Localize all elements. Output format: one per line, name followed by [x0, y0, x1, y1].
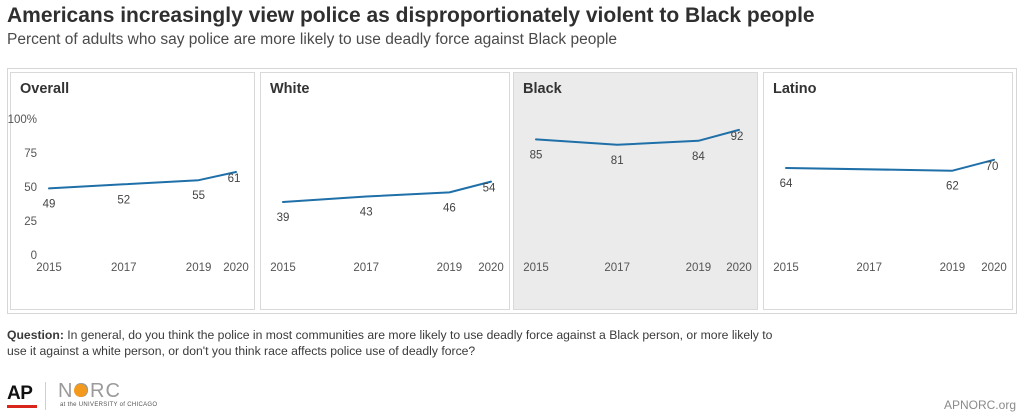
series-line: [535, 128, 740, 146]
data-label: 49: [43, 198, 56, 210]
panel-chart-svg: 0 25 50 75 100% 2015 2017 2019 2020 49 52 55 61: [8, 114, 249, 274]
data-label: 64: [780, 178, 793, 190]
panel-overall: Overall 0 25 50 75 100% 2015 2017 2019 2020 49 52 5…: [8, 72, 255, 310]
y-tick-label: 0: [31, 250, 37, 262]
panel-latino: Latino 2015 2017 2019 2020 64 62 70: [763, 72, 1013, 310]
norc-logo-subtitle: at the UNIVERSITY of CHICAGO: [60, 402, 158, 408]
panel-title: Latino: [773, 81, 817, 97]
data-label: 55: [192, 190, 205, 202]
panel-title: Overall: [20, 81, 70, 97]
chart-frame: [7, 68, 1017, 314]
data-label: 70: [986, 161, 999, 173]
data-label: 52: [117, 194, 130, 206]
panel-black: Black 2015 2017 2019 2020 85 81 84 92: [513, 72, 758, 310]
x-tick-label: 2019: [940, 262, 966, 274]
x-tick-label: 2019: [186, 262, 212, 274]
panel-title: Black: [523, 81, 562, 97]
norc-logo-dot-icon: [74, 384, 87, 397]
panel-chart-svg: 2015 2017 2019 2020 64 62 70: [773, 158, 1007, 274]
norc-logo: NORC: [58, 380, 121, 402]
data-label: 46: [443, 202, 456, 214]
logo-divider: [45, 382, 46, 410]
x-tick-label: 2020: [223, 262, 249, 274]
x-tick-label: 2019: [437, 262, 463, 274]
x-tick-label: 2017: [856, 262, 882, 274]
x-tick-label: 2015: [270, 262, 296, 274]
series-line: [785, 158, 995, 172]
data-label: 43: [360, 207, 373, 219]
panel-title: White: [270, 81, 310, 97]
x-tick-label: 2015: [36, 262, 62, 274]
data-label: 62: [946, 181, 959, 193]
panel-white: White 2015 2017 2019 2020 39 43 46 54: [260, 72, 510, 310]
series-line: [48, 171, 237, 190]
site-url: APNORC.org: [943, 398, 1016, 412]
question-label: Question:: [7, 328, 64, 342]
data-label: 84: [692, 151, 705, 163]
x-tick-label: 2017: [111, 262, 137, 274]
data-label: 61: [228, 173, 241, 185]
x-tick-label: 2015: [523, 262, 549, 274]
x-tick-label: 2020: [981, 262, 1007, 274]
y-tick-label: 100%: [8, 114, 37, 126]
data-label: 85: [530, 149, 543, 161]
x-tick-label: 2017: [353, 262, 379, 274]
x-tick-label: 2020: [478, 262, 504, 274]
ap-logo-bar: [7, 405, 37, 408]
x-tick-label: 2019: [686, 262, 712, 274]
question-note: Question: In general, do you think the p…: [7, 327, 787, 359]
series-line: [282, 180, 492, 203]
panel-chart-svg: 2015 2017 2019 2020 85 81 84 92: [523, 128, 752, 274]
y-tick-label: 75: [24, 148, 37, 160]
x-tick-label: 2015: [773, 262, 799, 274]
ap-logo: AP: [7, 383, 33, 404]
x-tick-label: 2020: [726, 262, 752, 274]
y-tick-label: 25: [24, 216, 37, 228]
data-label: 54: [483, 183, 496, 195]
data-label: 92: [731, 131, 744, 143]
chart-subtitle: Percent of adults who say police are mor…: [7, 31, 618, 48]
panel-chart-svg: 2015 2017 2019 2020 39 43 46 54: [270, 180, 504, 274]
data-label: 39: [277, 212, 290, 224]
y-tick-label: 50: [24, 182, 37, 194]
chart-title: Americans increasingly view police as di…: [7, 4, 815, 27]
x-tick-label: 2017: [604, 262, 630, 274]
question-text: In general, do you think the police in m…: [7, 328, 773, 358]
data-label: 81: [611, 155, 624, 167]
